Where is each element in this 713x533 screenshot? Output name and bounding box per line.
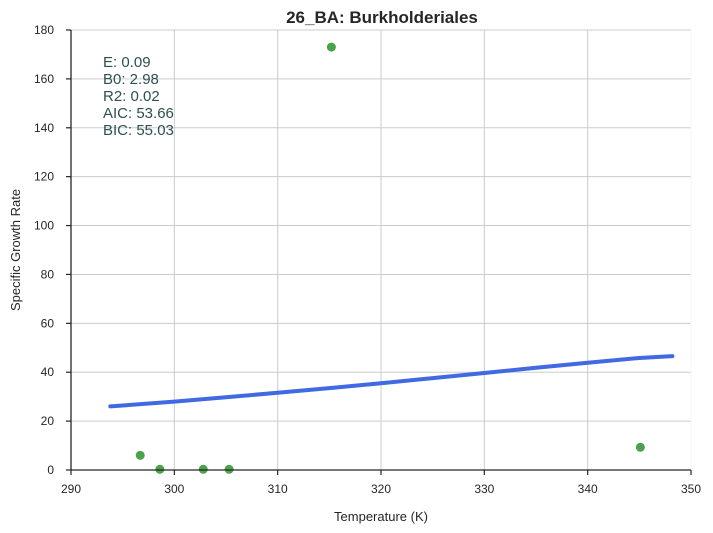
y-ticks: 0 20 40 60 80 100 120 140 160 180	[34, 23, 71, 477]
data-point	[198, 464, 208, 474]
y-tick-label: 160	[34, 72, 54, 86]
y-axis-title: Specific Growth Rate	[8, 189, 23, 311]
y-tick-label: 0	[47, 463, 54, 477]
y-tick-label: 60	[41, 316, 55, 330]
data-point	[224, 464, 234, 474]
x-tick-label: 320	[371, 482, 391, 496]
y-tick-label: 120	[34, 170, 54, 184]
x-ticks: 290 300 310 320 330 340 350	[61, 470, 701, 496]
y-tick-label: 20	[41, 414, 55, 428]
y-tick-label: 180	[34, 23, 54, 37]
chart-title: 26_BA: Burkholderiales	[286, 8, 478, 27]
stat-bic: BIC: 55.03	[103, 122, 174, 139]
points-layer	[135, 42, 645, 474]
fit-line-layer	[108, 354, 675, 409]
stat-aic: AIC: 53.66	[103, 105, 174, 122]
x-tick-label: 350	[681, 482, 701, 496]
grid	[71, 29, 692, 470]
y-tick-label: 140	[34, 121, 54, 135]
data-point	[155, 464, 165, 474]
x-tick-label: 300	[164, 482, 184, 496]
data-point	[635, 442, 645, 452]
y-tick-label: 100	[34, 219, 54, 233]
x-tick-label: 330	[474, 482, 494, 496]
y-tick-label: 40	[41, 365, 55, 379]
data-point	[326, 42, 336, 52]
stat-b0: B0: 2.98	[103, 71, 159, 88]
stat-r2: R2: 0.02	[103, 88, 160, 105]
stat-e: E: 0.09	[103, 54, 151, 71]
x-tick-label: 340	[578, 482, 598, 496]
data-point	[135, 450, 145, 460]
x-tick-label: 290	[61, 482, 81, 496]
fit-line	[108, 354, 675, 409]
stats-annotation: E: 0.09 B0: 2.98 R2: 0.02 AIC: 53.66 BIC…	[103, 54, 174, 139]
x-axis-title: Temperature (K)	[334, 509, 428, 524]
x-tick-label: 310	[268, 482, 288, 496]
y-tick-label: 80	[41, 267, 55, 281]
